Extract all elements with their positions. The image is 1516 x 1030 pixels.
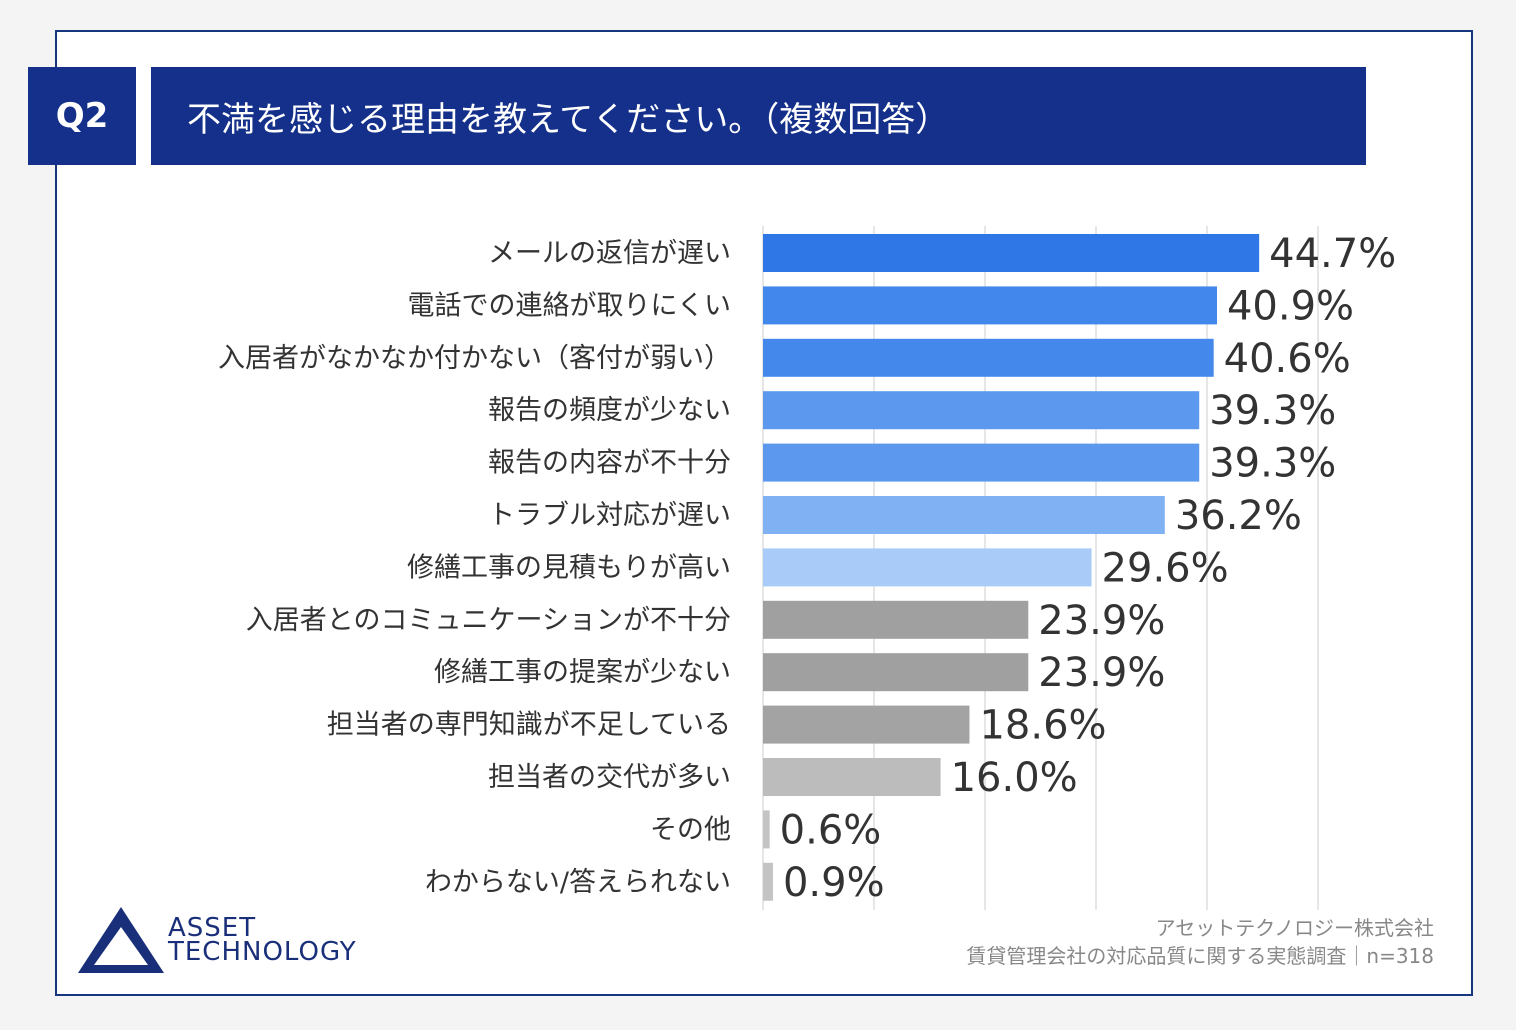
category-label: 報告の頻度が少ない xyxy=(488,395,731,426)
bar xyxy=(763,758,941,796)
bar xyxy=(763,338,1214,377)
bar xyxy=(763,496,1165,534)
category-label: 入居者がなかなか付かない（客付が弱い） xyxy=(218,343,731,374)
bar xyxy=(763,653,1029,692)
value-label: 23.9% xyxy=(1038,650,1165,696)
question-badge: Q2 xyxy=(28,67,136,165)
category-label: 報告の内容が不十分 xyxy=(488,448,731,479)
logo-line1: ASSET xyxy=(168,913,257,943)
source-credit: アセットテクノロジー株式会社 賃貸管理会社の対応品質に関する実態調査｜n=318 xyxy=(966,914,1434,970)
category-label: 修繕工事の提案が少ない xyxy=(434,657,731,688)
category-label: 担当者の専門知識が不足している xyxy=(327,710,731,741)
value-label: 40.9% xyxy=(1227,283,1354,329)
bar xyxy=(763,600,1029,639)
bar xyxy=(763,443,1200,482)
value-label: 29.6% xyxy=(1102,545,1229,591)
value-label: 40.6% xyxy=(1224,336,1351,382)
value-label: 39.3% xyxy=(1209,441,1336,487)
bar xyxy=(763,810,770,849)
category-label: トラブル対応が遅い xyxy=(488,500,731,531)
bar xyxy=(763,391,1200,430)
asset-technology-logo: ASSET TECHNOLOGY xyxy=(76,903,416,975)
triangle-logo-icon xyxy=(78,907,164,973)
bar xyxy=(763,286,1217,325)
survey-info: 賃貸管理会社の対応品質に関する実態調査｜n=318 xyxy=(966,944,1434,968)
bar xyxy=(763,234,1260,272)
bar xyxy=(763,705,970,744)
category-label: 電話での連絡が取りにくい xyxy=(408,290,731,321)
category-label: 入居者とのコミュニケーションが不十分 xyxy=(246,605,731,636)
value-label: 18.6% xyxy=(979,703,1106,749)
value-label: 0.9% xyxy=(783,860,885,906)
company-name: アセットテクノロジー株式会社 xyxy=(1155,916,1434,940)
value-label: 16.0% xyxy=(951,755,1078,801)
value-label: 0.6% xyxy=(780,807,882,853)
bar xyxy=(763,862,773,901)
value-label: 44.7% xyxy=(1269,231,1396,277)
logo-line2: TECHNOLOGY xyxy=(168,937,357,967)
category-label: 修繕工事の見積もりが高い xyxy=(407,552,731,583)
value-label: 23.9% xyxy=(1038,598,1165,644)
category-label: メールの返信が遅い xyxy=(488,238,731,269)
question-title: 不満を感じる理由を教えてください。（複数回答） xyxy=(151,67,1366,165)
value-label: 36.2% xyxy=(1175,493,1302,539)
category-label: その他 xyxy=(650,814,731,845)
value-label: 39.3% xyxy=(1209,388,1336,434)
bar xyxy=(763,548,1092,587)
category-label: わからない/答えられない xyxy=(425,867,731,898)
category-label: 担当者の交代が多い xyxy=(488,762,731,793)
